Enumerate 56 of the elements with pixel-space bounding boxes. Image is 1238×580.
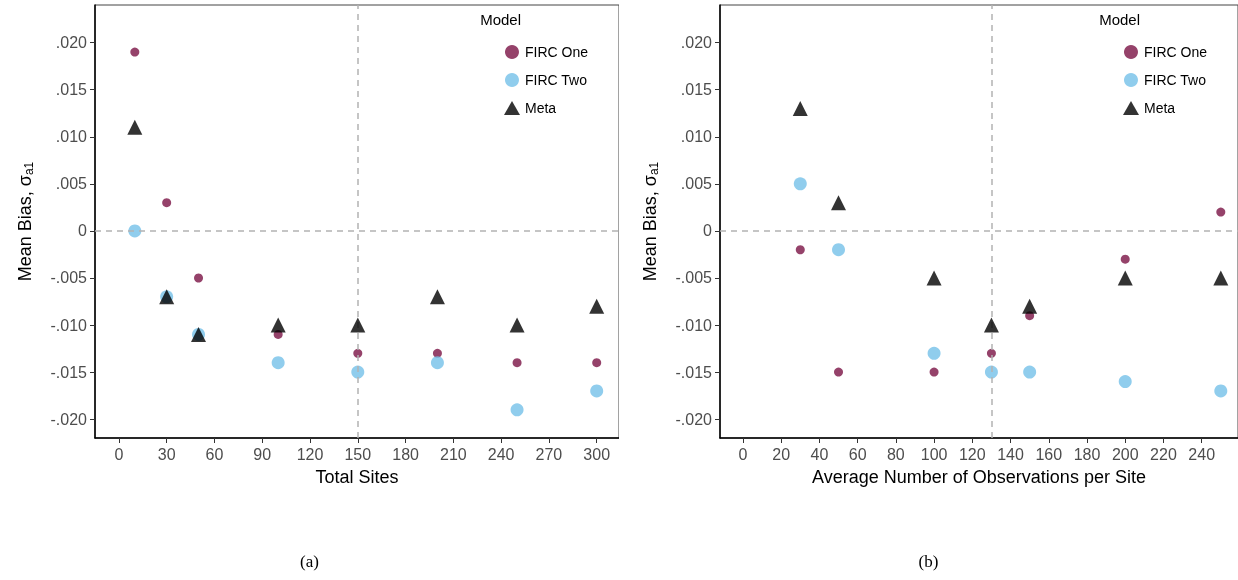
x-tick-label: 270 bbox=[535, 445, 563, 463]
x-tick-label: 20 bbox=[772, 445, 791, 463]
y-tick-label: .010 bbox=[680, 128, 713, 146]
x-tick-label: 80 bbox=[886, 445, 905, 463]
x-tick-label: 210 bbox=[440, 445, 467, 463]
y-tick-label: -.005 bbox=[50, 269, 88, 287]
y-tick-label: 0 bbox=[703, 222, 713, 240]
y-tick-label: .015 bbox=[680, 81, 713, 99]
x-tick-label: 300 bbox=[583, 445, 611, 463]
y-tick-label: -.020 bbox=[675, 410, 713, 428]
x-tick-label: 60 bbox=[205, 445, 224, 463]
y-tick-label: -.015 bbox=[50, 363, 88, 381]
x-tick-label: 200 bbox=[1111, 445, 1139, 463]
y-tick-label: -.015 bbox=[675, 363, 713, 381]
y-tick-label: .015 bbox=[55, 81, 88, 99]
x-tick-label: 150 bbox=[344, 445, 372, 463]
x-tick-label: 40 bbox=[810, 445, 829, 463]
x-tick-label: 120 bbox=[958, 445, 986, 463]
x-tick-label: 60 bbox=[848, 445, 867, 463]
y-tick-label: -.020 bbox=[50, 410, 88, 428]
x-tick-label: 90 bbox=[253, 445, 272, 463]
text: (b) bbox=[918, 552, 939, 571]
legend-title: Model bbox=[1099, 11, 1140, 28]
y-axis-title: Mean Bias, σa1 bbox=[640, 161, 661, 282]
y-tick-label: -.010 bbox=[675, 316, 713, 334]
text: (a) bbox=[300, 552, 319, 571]
x-tick-label: 100 bbox=[920, 445, 948, 463]
y-tick-label: -.005 bbox=[675, 269, 713, 287]
y-tick-label: -.010 bbox=[50, 316, 88, 334]
y-tick-label: .010 bbox=[55, 128, 88, 146]
x-tick-label: 0 bbox=[738, 445, 748, 463]
legend-label: FIRC Two bbox=[1143, 72, 1207, 88]
x-tick-label: 180 bbox=[1073, 445, 1101, 463]
legend-label: Meta bbox=[1143, 100, 1176, 116]
y-tick-label: .005 bbox=[680, 175, 713, 193]
x-tick-label: 120 bbox=[296, 445, 324, 463]
x-tick-label: 180 bbox=[392, 445, 420, 463]
y-axis-title: Mean Bias, σa1 bbox=[15, 161, 36, 282]
legend-label: FIRC Two bbox=[524, 72, 588, 88]
y-tick-label: .005 bbox=[55, 175, 88, 193]
y-tick-label: .020 bbox=[55, 34, 88, 52]
y-tick-label: .020 bbox=[680, 34, 713, 52]
legend-label: Meta bbox=[524, 100, 557, 116]
x-tick-label: 30 bbox=[157, 445, 176, 463]
legend-title: Model bbox=[480, 11, 521, 28]
x-tick-label: 220 bbox=[1150, 445, 1177, 463]
y-tick-label: 0 bbox=[78, 222, 88, 240]
legend-label: FIRC One bbox=[524, 44, 589, 60]
x-axis-title: Total Sites bbox=[315, 467, 399, 487]
x-tick-label: 240 bbox=[1188, 445, 1216, 463]
x-axis-title: Average Number of Observations per Site bbox=[812, 467, 1146, 487]
x-tick-label: 240 bbox=[487, 445, 515, 463]
x-tick-label: 0 bbox=[114, 445, 124, 463]
legend-label: FIRC One bbox=[1143, 44, 1208, 60]
x-tick-label: 160 bbox=[1035, 445, 1063, 463]
x-tick-label: 140 bbox=[997, 445, 1024, 463]
